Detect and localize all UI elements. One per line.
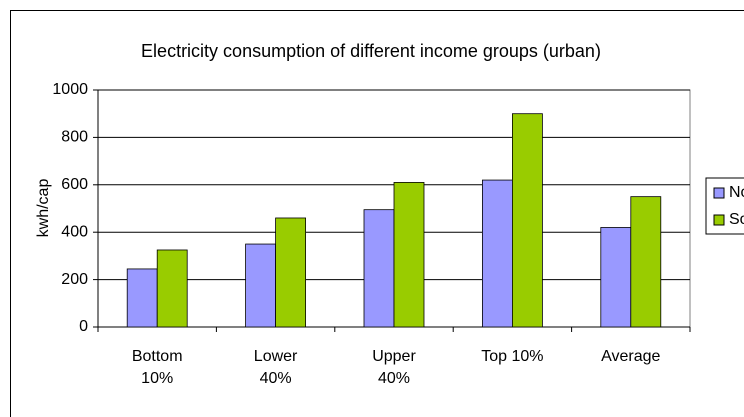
- x-tick-label: Average: [601, 348, 661, 365]
- bar: [600, 227, 632, 328]
- x-tick-label: Top 10%: [481, 348, 544, 365]
- y-tick-label: 600: [61, 176, 88, 193]
- legend-swatch: [713, 187, 725, 199]
- bar: [363, 209, 395, 328]
- x-tick-label: Upper 40%: [372, 348, 416, 387]
- legend-box: [705, 177, 744, 235]
- bar: [275, 217, 307, 328]
- bar: [512, 113, 543, 328]
- y-tick-label: 400: [61, 223, 88, 240]
- bar: [126, 268, 158, 328]
- y-tick-label: 0: [79, 318, 88, 335]
- chart-title: Electricity consumption of different inc…: [141, 41, 601, 61]
- bar: [393, 182, 425, 328]
- legend-label: North: [729, 184, 744, 201]
- y-axis-label: kwh/cap: [35, 179, 52, 238]
- legend-label: South: [729, 211, 744, 228]
- legend-swatch: [713, 214, 725, 226]
- bar: [630, 196, 662, 328]
- bar: [245, 243, 277, 328]
- bar: [156, 249, 188, 328]
- y-tick-label: 800: [61, 129, 88, 146]
- x-tick-label: Bottom 10%: [131, 348, 183, 387]
- y-tick-label: 1000: [52, 81, 88, 98]
- bar: [481, 179, 513, 328]
- x-tick-label: Lower 40%: [253, 348, 298, 387]
- y-tick-label: 200: [61, 271, 88, 288]
